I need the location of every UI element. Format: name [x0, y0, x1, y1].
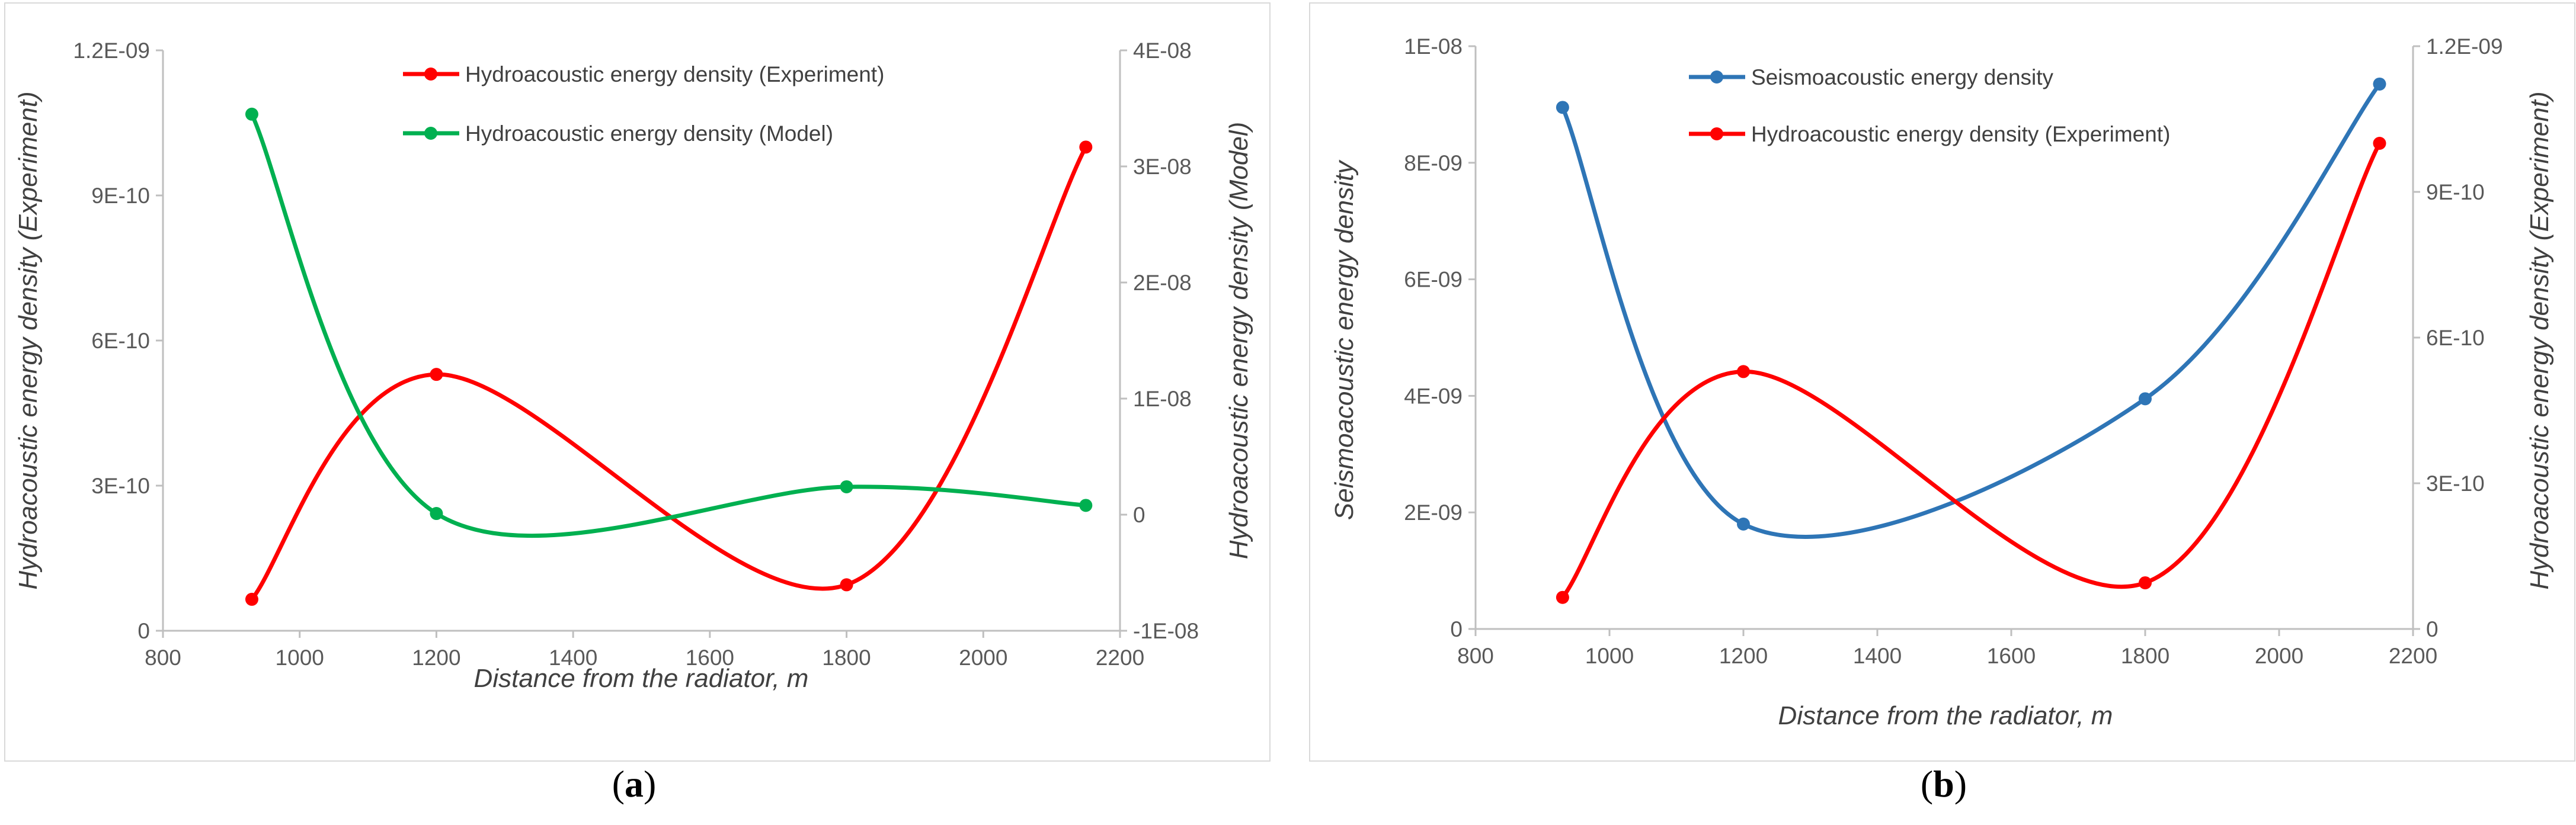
- y-right-tick-label: 0: [1133, 503, 1145, 527]
- data-point: [1737, 365, 1750, 378]
- x-tick-label: 2000: [2255, 644, 2303, 668]
- x-tick-label: 1000: [1585, 644, 1634, 668]
- x-tick-label: 1200: [412, 646, 460, 670]
- x-tick-label: 2000: [959, 646, 1007, 670]
- y-left-tick-label: 1E-08: [1404, 34, 1463, 59]
- data-point: [840, 480, 853, 493]
- series-line: [250, 146, 1088, 601]
- y-right-tick-label: 1E-08: [1133, 387, 1192, 411]
- y-left-tick-label: 9E-10: [91, 184, 150, 208]
- data-point: [2373, 137, 2386, 150]
- y-left-tick-label: 2E-09: [1404, 500, 1463, 525]
- series-line: [249, 113, 1086, 538]
- chart-panel-a: 800 1000 1200 1400 1600 1800 2000 2200 0 3E-10 6E-…: [4, 2, 1271, 805]
- chart-frame: [4, 2, 1271, 762]
- y-left-tick-label: 3E-10: [91, 474, 150, 498]
- x-tick-label: 1400: [1853, 644, 1902, 668]
- data-point: [1079, 140, 1093, 154]
- series-1: [245, 140, 1093, 606]
- y-right-tick-label: 6E-10: [2426, 326, 2485, 350]
- y-right-tick-label: -1E-08: [1133, 619, 1199, 643]
- x-tick-label: 1000: [276, 646, 324, 670]
- y-right-tick-label: 3E-10: [2426, 471, 2485, 496]
- series-line: [1560, 82, 2382, 539]
- y-left-tick-label: 0: [1450, 617, 1463, 641]
- y-right-tick-label: 3E-08: [1133, 155, 1192, 179]
- data-point: [840, 578, 853, 592]
- y-right-tick-label: 0: [2426, 617, 2439, 641]
- x-tick-label: 1800: [2121, 644, 2169, 668]
- legend-marker: [1710, 127, 1723, 140]
- y-axis-right-title: Hydroacoustic energy density (Experiment…: [2525, 91, 2554, 589]
- x-tick-label: 1400: [549, 646, 597, 670]
- data-point: [2139, 392, 2152, 406]
- chart-panel-b: 800 1000 1200 1400 1600 1800 2000 2200 0 2E-09 4E-…: [1309, 2, 2575, 805]
- data-point: [430, 507, 443, 521]
- x-tick-label: 1600: [686, 646, 734, 670]
- data-point: [430, 368, 443, 381]
- data-point: [245, 107, 258, 121]
- legend-marker: [1710, 70, 1723, 84]
- x-tick-label: 2200: [1096, 646, 1144, 670]
- data-point: [245, 592, 258, 606]
- data-point: [2373, 77, 2386, 91]
- y-left-tick-label: 1.2E-09: [73, 38, 150, 63]
- legend-label: Hydroacoustic energy density (Model): [465, 121, 833, 146]
- x-tick-label: 1200: [1719, 644, 1768, 668]
- y-left-tick-label: 6E-09: [1404, 268, 1463, 292]
- data-point: [1556, 101, 1569, 114]
- panel-caption: (a): [612, 763, 657, 805]
- legend-entry: Hydroacoustic energy density (Experiment…: [403, 62, 884, 86]
- legend-marker: [424, 127, 437, 140]
- data-point: [1079, 499, 1093, 512]
- panel-caption: (b): [1921, 763, 1967, 805]
- series-2: [245, 107, 1093, 538]
- legend-label: Hydroacoustic energy density (Experiment…: [1751, 122, 2170, 146]
- x-tick-label: 800: [1457, 644, 1494, 668]
- y-left-tick-label: 4E-09: [1404, 384, 1463, 408]
- legend-marker: [424, 68, 437, 81]
- series-1: [1556, 77, 2386, 539]
- y-right-tick-label: 2E-08: [1133, 271, 1192, 295]
- y-left-tick-label: 0: [137, 619, 150, 643]
- series-line: [1561, 142, 2382, 599]
- x-axis-title: Distance from the radiator, m: [1778, 701, 2113, 730]
- legend-label: Seismoacoustic energy density: [1751, 65, 2054, 89]
- legend-entry: Seismoacoustic energy density: [1689, 65, 2054, 89]
- x-tick-label: 1800: [822, 646, 871, 670]
- x-tick-label: 2200: [2389, 644, 2437, 668]
- x-tick-label: 800: [145, 646, 181, 670]
- x-tick-label: 1600: [1987, 644, 2036, 668]
- chart-frame: [1309, 2, 2575, 762]
- data-point: [1737, 517, 1750, 531]
- legend-label: Hydroacoustic energy density (Experiment…: [465, 62, 884, 86]
- data-point: [2139, 576, 2152, 590]
- series-2: [1556, 137, 2386, 604]
- y-axis-left-title: Seismoacoustic energy density: [1330, 159, 1359, 521]
- y-right-tick-label: 4E-08: [1133, 38, 1192, 63]
- y-right-tick-label: 9E-10: [2426, 180, 2485, 204]
- y-axis-left-title: Hydroacoustic energy density (Experiment…: [14, 91, 43, 589]
- y-left-tick-label: 8E-09: [1404, 151, 1463, 175]
- x-axis-title: Distance from the radiator, m: [474, 664, 809, 693]
- legend-entry: Hydroacoustic energy density (Experiment…: [1689, 122, 2170, 146]
- y-right-tick-label: 1.2E-09: [2426, 34, 2503, 59]
- legend-entry: Hydroacoustic energy density (Model): [403, 121, 833, 146]
- data-point: [1556, 590, 1569, 604]
- y-axis-right-title: Hydroacoustic energy density (Model): [1224, 122, 1253, 560]
- y-left-tick-label: 6E-10: [91, 329, 150, 353]
